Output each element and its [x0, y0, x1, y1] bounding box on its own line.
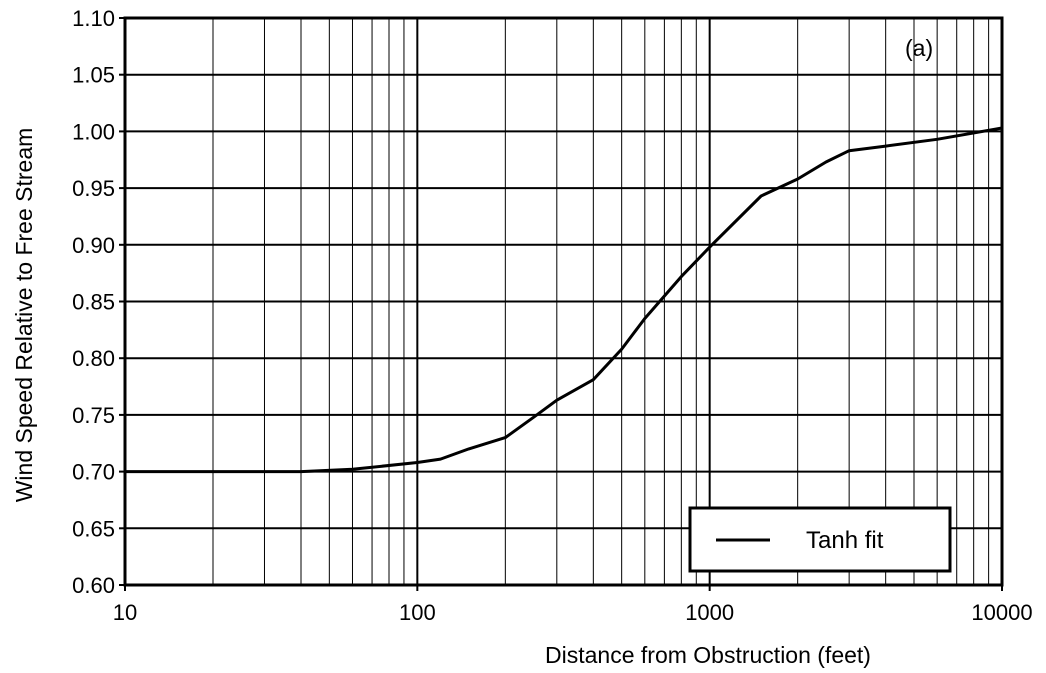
y-tick-label: 0.90 [72, 233, 115, 258]
x-tick-labels: 10 100 1000 10000 [113, 585, 1033, 625]
series-line-tanh-fit [125, 126, 1003, 474]
x-tick-label: 10 [113, 600, 137, 625]
y-tick-label: 0.85 [72, 290, 115, 315]
x-tick-label: 10000 [971, 600, 1032, 625]
legend: Tanh fit [688, 506, 952, 573]
x-tick-label: 1000 [685, 600, 734, 625]
panel-label: (a) [905, 35, 933, 61]
series-layer [125, 126, 1003, 474]
y-tick-label: 0.60 [72, 573, 115, 598]
y-tick-label: 0.75 [72, 403, 115, 428]
y-tick-label: 1.05 [72, 63, 115, 88]
x-tick-label: 100 [399, 600, 436, 625]
legend-label-tanh-fit: Tanh fit [806, 527, 884, 554]
y-tick-label: 0.95 [72, 176, 115, 201]
y-tick-labels: 0.60 0.65 0.70 0.75 0.80 0.85 0.90 0.95 1.00 1.05… [72, 6, 125, 598]
y-tick-label: 1.10 [72, 6, 115, 31]
major-grid [124, 17, 1003, 586]
y-tick-label: 1.00 [72, 119, 115, 144]
legend-box [688, 506, 952, 573]
y-tick-label: 0.70 [72, 460, 115, 485]
x-axis-label: Distance from Obstruction (feet) [545, 642, 871, 668]
y-tick-label: 0.65 [72, 516, 115, 541]
y-axis-label: Wind Speed Relative to Free Stream [11, 128, 37, 503]
y-tick-label: 0.80 [72, 346, 115, 371]
